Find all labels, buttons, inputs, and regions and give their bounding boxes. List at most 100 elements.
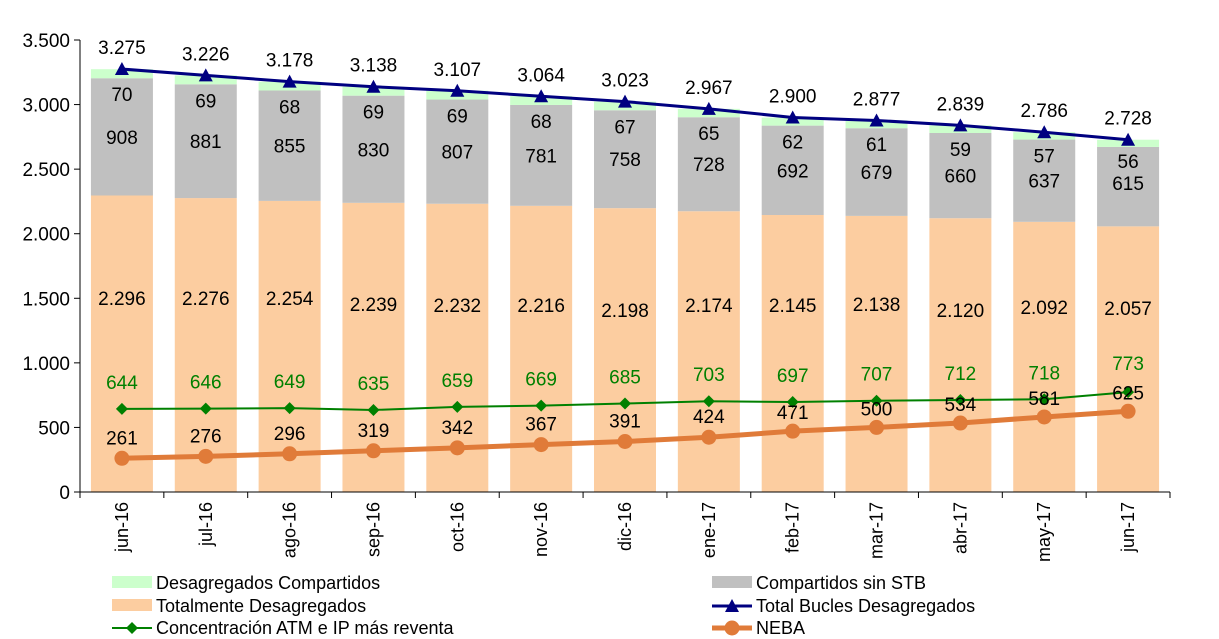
data-label: 697 xyxy=(777,366,809,387)
y-tick-label: 1.000 xyxy=(22,354,70,375)
data-label: 342 xyxy=(441,418,473,439)
marker-triangle xyxy=(114,62,129,76)
data-label: 3.023 xyxy=(601,71,649,92)
data-label: 319 xyxy=(358,421,390,442)
data-label: 276 xyxy=(190,426,222,447)
data-label: 881 xyxy=(190,132,222,153)
data-label: 728 xyxy=(693,155,725,176)
data-label: 649 xyxy=(274,372,306,393)
data-labels: 2.296 908 70 2.276 881 69 2.254 855 68 2.239 830 69… xyxy=(98,38,1152,449)
legend-label: Total Bucles Desagregados xyxy=(756,596,975,616)
y-tick-label: 2.000 xyxy=(22,225,70,246)
y-tick-label: 500 xyxy=(38,418,70,439)
y-tick-label: 2.500 xyxy=(22,160,70,181)
bar-totalmente xyxy=(258,200,321,493)
x-tick-label: dic-16 xyxy=(615,502,635,551)
data-label: 69 xyxy=(195,91,216,112)
bar-compartidos-sin-stb xyxy=(594,110,656,209)
bar-totalmente xyxy=(174,198,237,492)
marker-triangle xyxy=(450,83,465,97)
data-label: 3.138 xyxy=(350,56,398,77)
legend-marker xyxy=(724,620,740,636)
data-label: 3.064 xyxy=(517,65,565,86)
y-tick-label: 3.500 xyxy=(22,31,70,52)
marker-circle xyxy=(701,429,717,445)
data-label: 685 xyxy=(609,368,641,389)
bar-totalmente xyxy=(761,214,824,492)
bar-totalmente xyxy=(90,195,153,492)
axes: 0 500 1.000 1.500 2.000 2.500 3.000 3.500 jun-16… xyxy=(22,31,1171,562)
marker-diamond xyxy=(367,403,380,416)
marker-circle xyxy=(365,443,381,459)
x-tick-label: ene-17 xyxy=(699,502,719,558)
data-label: 67 xyxy=(614,117,635,138)
marker-circle xyxy=(869,419,885,435)
legend-marker xyxy=(725,599,739,612)
x-tick-label: jun-16 xyxy=(112,502,132,553)
data-label: 65 xyxy=(698,124,719,145)
x-tick-label: abr-17 xyxy=(950,502,970,554)
data-label: 2.232 xyxy=(434,296,482,317)
bar-totalmente xyxy=(1097,226,1160,492)
bar-compartidos-sin-stb xyxy=(510,104,573,206)
marker-triangle xyxy=(869,113,884,127)
x-tick-label: feb-17 xyxy=(783,502,803,553)
data-label: 781 xyxy=(525,146,557,167)
marker-diamond xyxy=(451,400,464,413)
marker-circle xyxy=(533,437,549,453)
marker-triangle xyxy=(1121,132,1136,146)
data-label: 692 xyxy=(777,161,809,182)
marker-circle xyxy=(1120,403,1136,419)
legend-item: Desagregados Compartidos xyxy=(112,573,380,593)
marker-triangle xyxy=(618,94,632,108)
data-label: 2.198 xyxy=(601,301,649,322)
data-label: 2.839 xyxy=(937,94,985,115)
data-label: 635 xyxy=(358,374,390,395)
marker-diamond xyxy=(619,397,631,410)
marker-diamond xyxy=(702,395,715,408)
data-label: 2.296 xyxy=(98,289,146,310)
legend-swatch xyxy=(112,599,152,611)
marker-triangle xyxy=(198,68,213,82)
legend-item: Compartidos sin STB xyxy=(712,573,926,593)
data-label: 625 xyxy=(1112,383,1144,404)
data-label: 830 xyxy=(358,140,390,161)
bar-compartidos-sin-stb xyxy=(1097,146,1160,227)
legend-label: NEBA xyxy=(756,618,805,638)
data-label: 2.145 xyxy=(769,296,817,317)
data-label: 2.138 xyxy=(853,295,901,316)
bar-totalmente xyxy=(929,218,992,492)
bar-compartidos-sin-stb xyxy=(929,132,992,219)
data-label: 68 xyxy=(279,97,300,118)
bar-compartidos-sin-stb xyxy=(90,78,153,196)
marker-diamond xyxy=(535,399,548,412)
y-tick-label: 0 xyxy=(59,483,70,504)
data-label: 707 xyxy=(861,365,893,386)
data-label: 534 xyxy=(945,395,977,416)
data-label: 2.900 xyxy=(769,86,817,107)
x-tick-label: may-17 xyxy=(1034,502,1054,562)
data-label: 679 xyxy=(861,163,893,184)
data-label: 59 xyxy=(950,140,971,161)
data-label: 2.057 xyxy=(1104,299,1152,320)
data-label: 2.877 xyxy=(853,89,901,110)
legend-label: Totalmente Desagregados xyxy=(156,596,366,616)
data-label: 70 xyxy=(111,85,132,106)
data-label: 2.276 xyxy=(182,289,230,310)
marker-triangle xyxy=(701,101,716,115)
marker-circle xyxy=(198,448,214,464)
data-label: 2.239 xyxy=(350,295,398,316)
legend: Desagregados Compartidos Compartidos sin … xyxy=(112,573,975,638)
marker-triangle xyxy=(282,74,297,88)
legend-item: Totalmente Desagregados xyxy=(112,596,366,616)
data-label: 703 xyxy=(693,365,725,386)
marker-triangle xyxy=(785,110,800,124)
data-label: 615 xyxy=(1112,174,1144,195)
data-label: 69 xyxy=(447,107,468,128)
marker-circle xyxy=(952,415,968,431)
marker-triangle xyxy=(366,79,381,93)
data-label: 261 xyxy=(106,428,138,449)
bar-totalmente xyxy=(1013,221,1076,493)
data-label: 669 xyxy=(525,370,557,391)
